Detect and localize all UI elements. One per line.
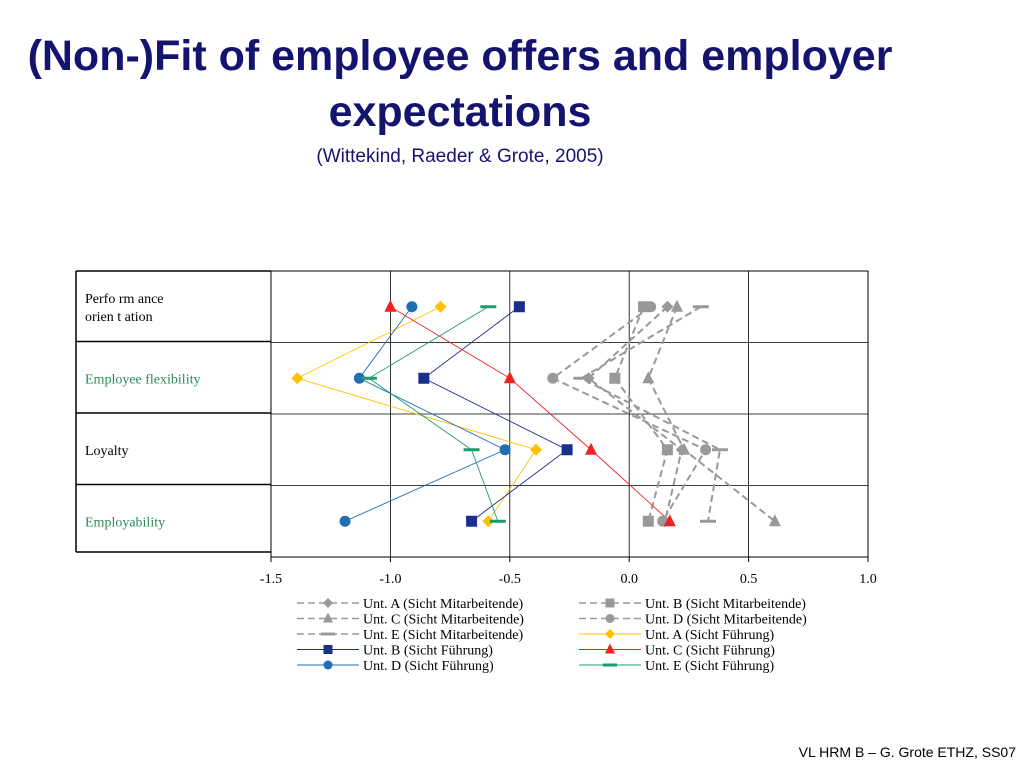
data-point [584,442,597,455]
data-point [339,515,351,527]
legend-label: Unt. D (Sicht Mitarbeitende) [645,613,807,628]
category-label: Perfo rm ance [85,292,164,307]
data-point [418,372,430,384]
slide-subtitle: (Wittekind, Raeder & Grote, 2005) [316,146,604,167]
series-line [550,305,708,522]
legend-marker [605,643,615,654]
data-point [638,301,650,313]
data-point [384,299,397,312]
legend-marker [605,598,615,608]
x-tick-label: -1.5 [260,572,282,587]
legend-marker [323,612,333,623]
data-point [768,514,781,527]
slide-footer: VL HRM B – G. Grote ETHZ, SS07 [798,744,1016,760]
legend-marker [605,614,615,623]
data-point [700,444,712,456]
data-point [489,519,506,523]
x-tick-label: 0.0 [620,572,638,587]
data-point [642,371,655,384]
series-line [390,306,671,522]
data-point [434,300,447,313]
data-point [466,515,478,527]
data-point [678,442,691,455]
data-point [561,444,573,456]
category-label: Employability [85,515,165,530]
data-point [670,299,683,312]
data-point [661,300,674,313]
data-point [406,301,418,313]
series-line [579,305,722,522]
legend-marker [603,663,617,667]
legend-label: Unt. A (Sicht Führung) [645,628,774,643]
legend-marker [323,645,333,654]
data-point [360,376,377,380]
category-label: orien t ation [85,310,153,325]
data-point [642,515,654,527]
legend-marker [323,660,333,670]
legend-label: Unt. C (Sicht Führung) [645,644,775,659]
series-line [296,306,537,522]
data-point [482,515,495,528]
data-point [547,372,559,384]
data-point [503,371,516,384]
x-tick-label: -0.5 [499,572,521,587]
series-line [344,306,507,522]
data-point [645,301,657,313]
data-point [291,372,304,385]
series-line [613,306,669,522]
category-label: Loyalty [85,444,129,459]
data-point [573,376,590,380]
legend-label: Unt. B (Sicht Mitarbeitende) [645,597,806,612]
legend-marker [323,598,333,608]
series-line [647,306,776,523]
series-line [422,306,568,522]
legend-marker [321,632,335,636]
data-point [463,448,480,452]
data-point [700,519,717,523]
data-point [609,372,621,384]
legend-label: Unt. B (Sicht Führung) [363,644,493,659]
legend-label: Unt. E (Sicht Führung) [645,659,774,674]
data-point [661,444,673,456]
data-point [499,444,511,456]
data-point [692,305,709,309]
data-point [513,301,525,313]
series-line [587,306,683,522]
legend-label: Unt. A (Sicht Mitarbeitende) [363,597,524,612]
data-point [480,305,497,309]
series-line [368,306,499,522]
x-tick-label: -1.0 [379,572,401,587]
legend-marker [605,629,615,639]
legend-label: Unt. E (Sicht Mitarbeitende) [363,628,524,643]
data-point [530,443,543,456]
x-tick-label: 0.5 [740,572,758,587]
category-label: Employee flexibility [85,372,200,387]
x-tick-label: 1.0 [859,572,877,587]
data-point [711,448,728,452]
data-point [353,372,365,384]
slide-title: (Non-)Fit of employee offers and employe… [27,32,893,136]
data-point [663,514,676,527]
legend-label: Unt. C (Sicht Mitarbeitende) [363,613,524,628]
legend-label: Unt. D (Sicht Führung) [363,659,494,674]
